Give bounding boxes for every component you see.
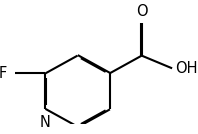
Text: F: F	[0, 66, 7, 81]
Text: N: N	[40, 115, 51, 130]
Text: OH: OH	[175, 61, 198, 76]
Text: O: O	[136, 4, 148, 19]
